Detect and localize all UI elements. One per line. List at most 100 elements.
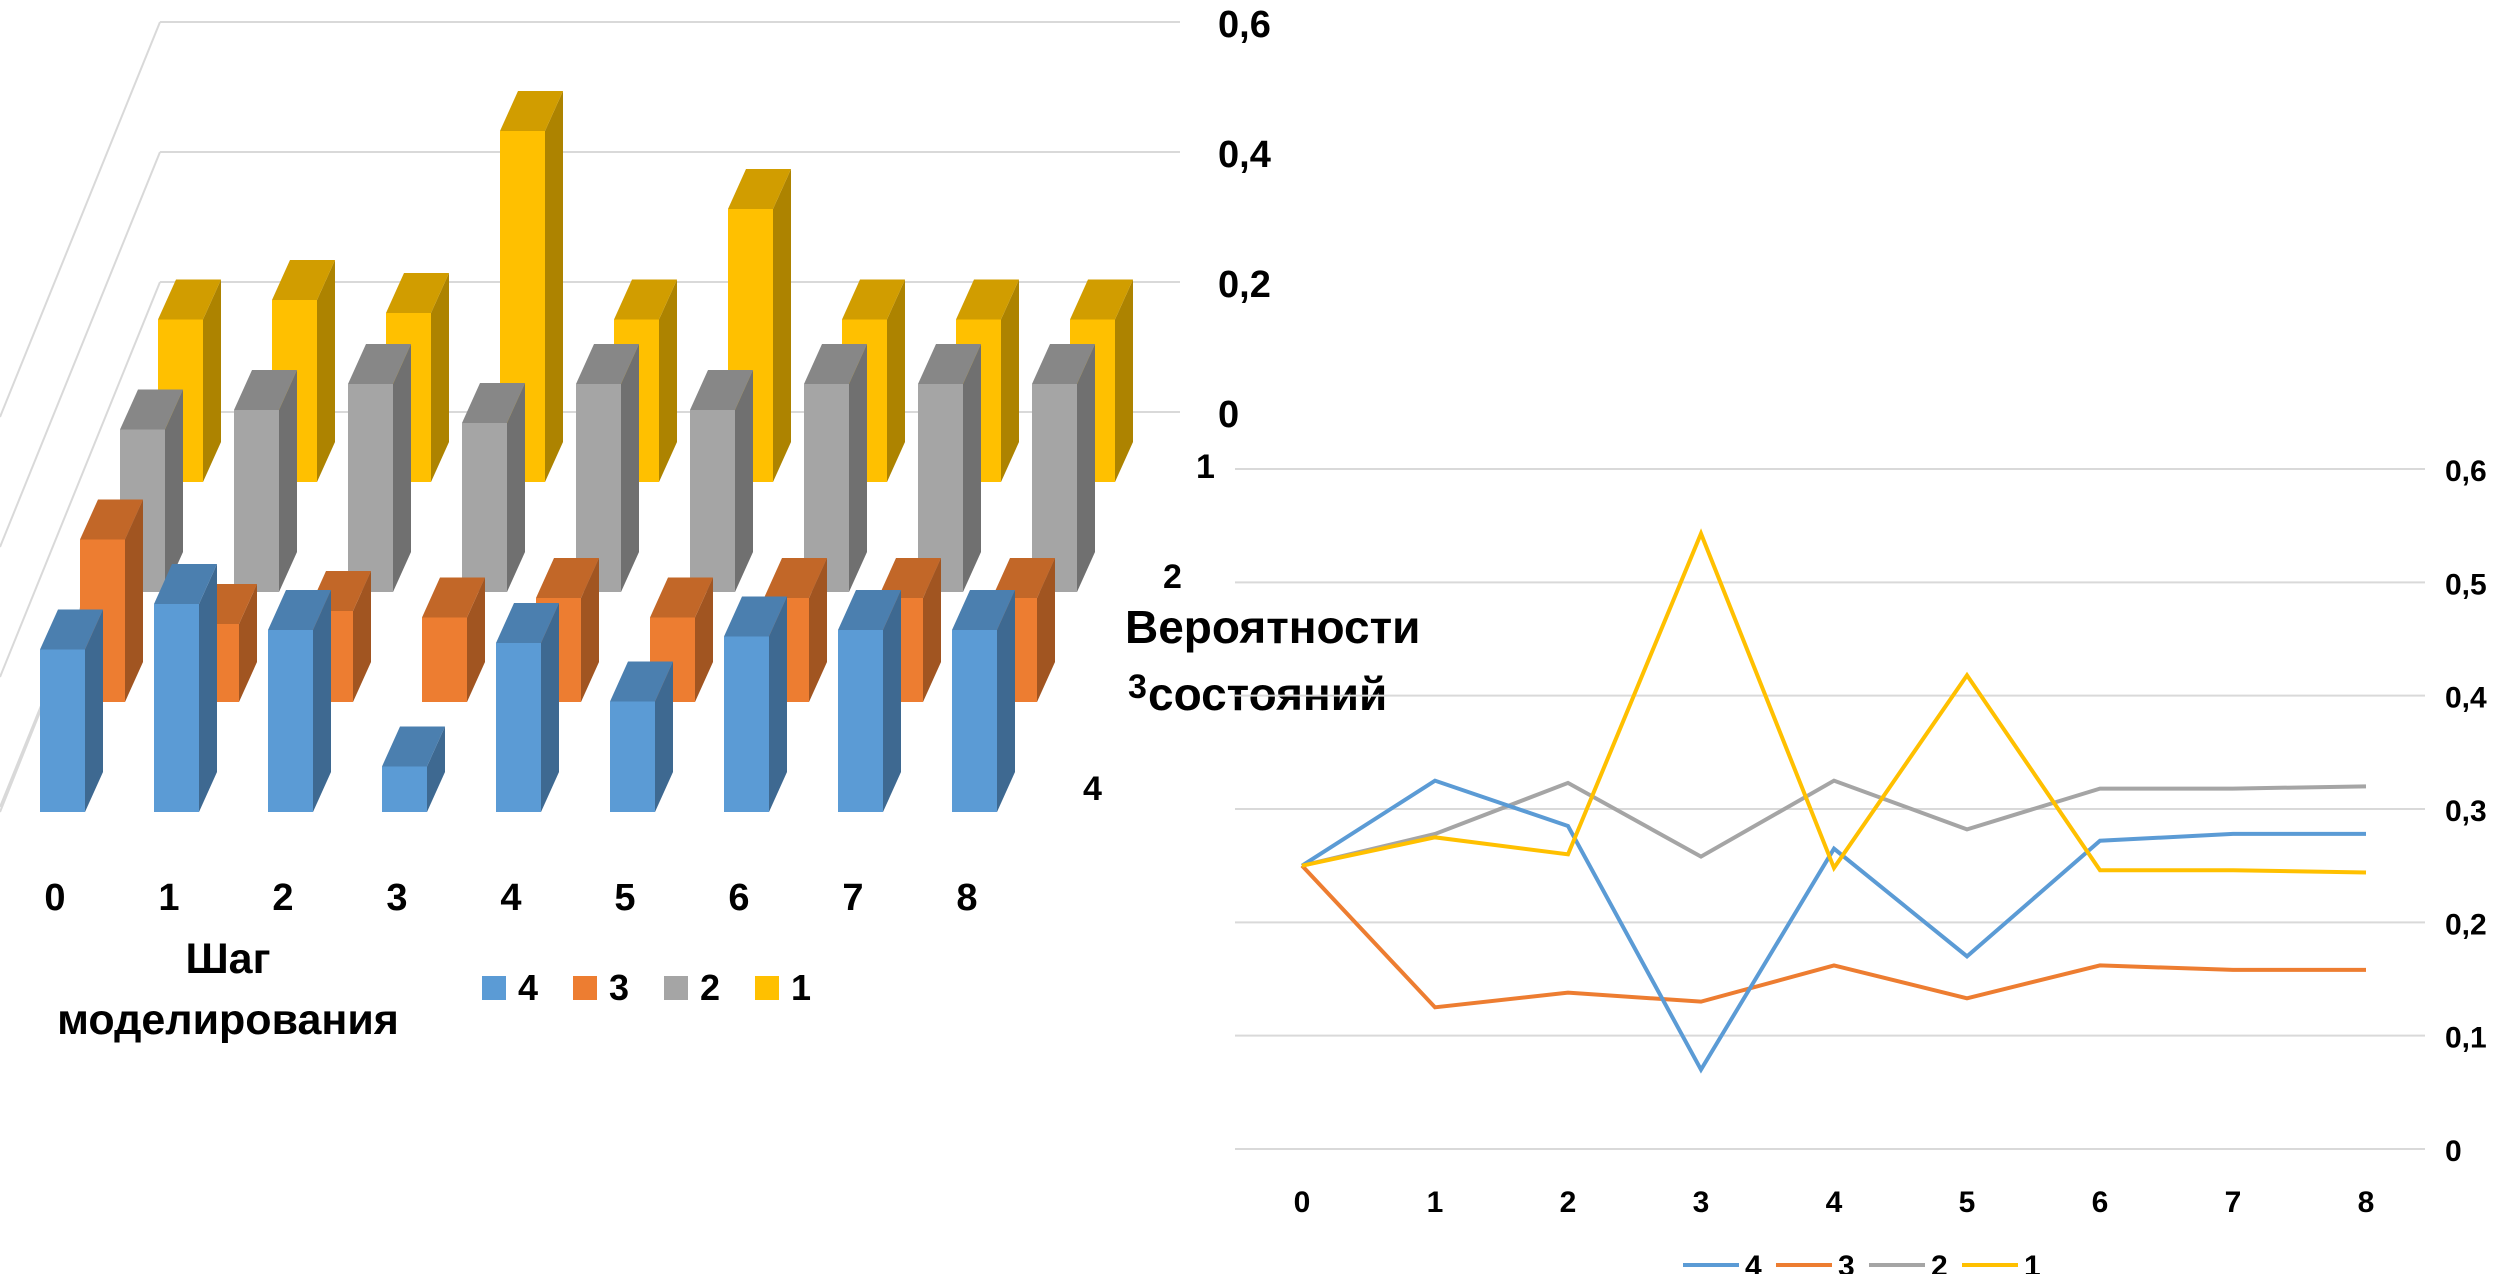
- x-tick-label: 6: [728, 877, 749, 919]
- bar-front: [838, 630, 883, 812]
- legend-entry: 3: [573, 967, 629, 1008]
- legend-swatch: [573, 976, 597, 1000]
- x-tick-label: 0: [1294, 1186, 1311, 1219]
- y-tick-label: 0,5: [2445, 568, 2487, 601]
- bar-side: [203, 279, 221, 482]
- bar-top: [1070, 279, 1133, 320]
- z-tick-label: 0: [1218, 394, 1239, 436]
- z-axis-title-line1: Вероятности: [1125, 601, 1420, 653]
- bar: [462, 383, 525, 592]
- x-tick-label: 3: [1693, 1186, 1710, 1219]
- bar-front: [804, 384, 849, 592]
- bar-top: [158, 279, 221, 320]
- bar-side: [545, 91, 563, 482]
- z-tick-label: 0,6: [1218, 4, 1271, 46]
- bar-top: [40, 609, 103, 650]
- bar-top: [804, 344, 867, 384]
- bar-top: [234, 370, 297, 410]
- bar-side: [353, 571, 371, 702]
- bar-side: [279, 370, 297, 592]
- bar-front: [724, 636, 769, 812]
- bar: [154, 564, 217, 812]
- bar-front: [496, 643, 541, 812]
- bar: [1032, 344, 1095, 592]
- legend-swatch: [755, 976, 779, 1000]
- bar: [348, 344, 411, 592]
- x-tick-label: 2: [1560, 1186, 1577, 1219]
- bar-side: [1077, 344, 1095, 592]
- bar-side: [313, 590, 331, 812]
- bar-top: [952, 590, 1015, 630]
- bar-front: [422, 617, 467, 702]
- bar: [728, 169, 791, 482]
- x-tick-label: 0: [44, 877, 65, 919]
- x-tick-label: 2: [272, 877, 293, 919]
- bar-side: [773, 169, 791, 482]
- bar-side: [199, 564, 217, 812]
- depth-tick-label: 2: [1163, 558, 1182, 596]
- bar-side: [1037, 558, 1055, 702]
- z-axis-ticks: 0 0,2 0,4 0,6: [1218, 4, 1271, 436]
- bar-top: [918, 344, 981, 384]
- bar-top: [992, 558, 1055, 598]
- legend-label: 4: [518, 967, 538, 1008]
- legend-entry: 3: [1776, 1250, 1855, 1274]
- bar-top: [500, 91, 563, 131]
- bar: [268, 590, 331, 812]
- y-tick-label: 0,2: [2445, 908, 2487, 941]
- bar-front: [348, 384, 393, 592]
- legend-swatch: [664, 976, 688, 1000]
- bar: [422, 577, 485, 702]
- bar-side: [1115, 279, 1133, 482]
- bar-front: [918, 384, 963, 592]
- bar-side: [735, 370, 753, 592]
- legend-label: 1: [2024, 1250, 2041, 1274]
- bar-chart-legend: 4 3 2 1: [482, 967, 811, 1008]
- bar-top: [878, 558, 941, 598]
- bar-side: [849, 344, 867, 592]
- bar-front: [462, 423, 507, 592]
- bar-side: [239, 584, 257, 702]
- bar-top: [154, 564, 217, 604]
- bar-top: [576, 344, 639, 384]
- x-tick-label: 7: [842, 877, 863, 919]
- y-tick-label: 0,6: [2445, 455, 2487, 488]
- x-tick-label: 5: [1959, 1186, 1976, 1219]
- bar-side: [393, 344, 411, 592]
- bar-front: [382, 766, 427, 812]
- z-tick-label: 0,4: [1218, 134, 1271, 176]
- z-axis-title-line2: состояний: [1148, 668, 1387, 720]
- legend-swatch: [482, 976, 506, 1000]
- bar: [804, 344, 867, 592]
- bar: [838, 590, 901, 812]
- bar-front: [40, 649, 85, 812]
- bar-side: [883, 590, 901, 812]
- bar-top: [80, 499, 143, 540]
- bar-side: [655, 661, 673, 812]
- bar-side: [963, 344, 981, 592]
- depth-tick-label: 4: [1083, 770, 1102, 808]
- bar: [918, 344, 981, 592]
- legend-label: 2: [1931, 1250, 1948, 1274]
- series-line: [1301, 778, 2367, 868]
- depth-axis-labels: 1 2 3 4: [1083, 448, 1215, 808]
- series-lines: [1300, 528, 2367, 1074]
- x-axis-title-line2: моделирования: [57, 996, 399, 1044]
- bar-top: [268, 590, 331, 630]
- x-tick-label: 4: [1826, 1186, 1843, 1219]
- bar: [382, 726, 445, 812]
- y-tick-label: 0,3: [2445, 795, 2487, 828]
- bar-front: [234, 410, 279, 592]
- bar-top: [764, 558, 827, 598]
- bar-side: [467, 577, 485, 702]
- bar-top: [382, 726, 445, 767]
- x-axis-ticks: 0 1 2 3 4 5 6 7 8: [44, 877, 977, 919]
- x-axis-ticks: 0 1 2 3 4 5 6 7 8: [1294, 1186, 2375, 1219]
- x-tick-label: 3: [386, 877, 407, 919]
- side-wall-gridline: [0, 281, 161, 678]
- depth-tick-label: 1: [1196, 448, 1215, 486]
- bar-front: [268, 630, 313, 812]
- gridlines: [1235, 468, 2425, 1150]
- bar-side: [507, 383, 525, 592]
